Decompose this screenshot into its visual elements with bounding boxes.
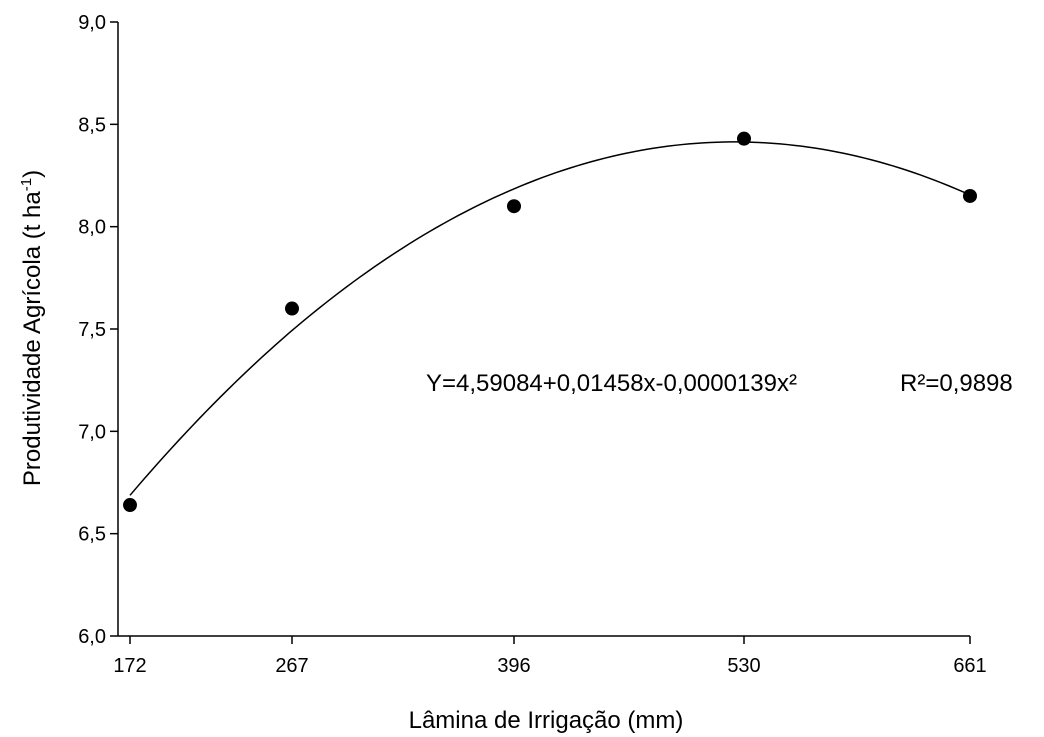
y-tick-label: 7,5 xyxy=(78,319,106,341)
x-tick-label: 396 xyxy=(497,655,530,677)
y-tick-label: 9,0 xyxy=(78,12,106,34)
r-squared-label: R²=0,9898 xyxy=(900,370,1013,397)
y-axis-title-main: Produtividade Agrícola (t ha xyxy=(19,191,46,486)
x-tick-label: 267 xyxy=(275,655,308,677)
x-axis: 172 267 396 530 661 xyxy=(113,635,987,677)
y-tick-label: 6,5 xyxy=(78,524,106,546)
y-tick-label: 8,5 xyxy=(78,114,106,136)
data-point xyxy=(285,301,299,316)
y-axis-title: Produtividade Agrícola (t ha-1) xyxy=(18,170,46,486)
x-tick-label: 661 xyxy=(953,655,986,677)
data-point xyxy=(963,188,977,203)
data-point xyxy=(123,498,137,513)
data-point xyxy=(737,131,751,146)
x-axis-title: Lâmina de Irrigação (mm) xyxy=(409,707,684,734)
y-tick-label: 7,0 xyxy=(78,421,106,443)
data-points xyxy=(123,131,977,513)
x-tick-label: 530 xyxy=(727,655,760,677)
y-axis-title-close: ) xyxy=(19,170,46,178)
y-axis: 6,0 6,5 7,0 7,5 8,0 8,5 9,0 xyxy=(78,12,119,648)
y-tick-label: 8,0 xyxy=(78,217,106,239)
regression-equation: Y=4,59084+0,01458x-0,0000139x² xyxy=(426,370,797,397)
data-point xyxy=(507,199,521,214)
fit-curve xyxy=(129,141,971,496)
y-tick-label: 6,0 xyxy=(78,626,106,648)
y-axis-title-superscript: -1 xyxy=(18,178,35,191)
x-tick-label: 172 xyxy=(113,655,146,677)
